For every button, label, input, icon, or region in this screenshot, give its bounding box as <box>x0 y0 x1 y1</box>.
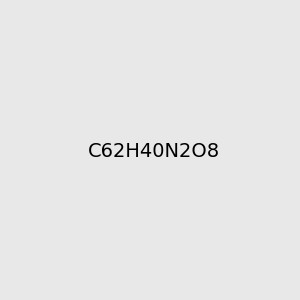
Text: C62H40N2O8: C62H40N2O8 <box>88 142 220 161</box>
